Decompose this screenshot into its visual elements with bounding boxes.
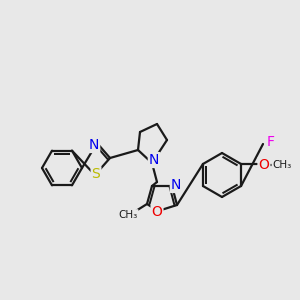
- Text: O: O: [152, 205, 162, 219]
- Text: CH₃: CH₃: [118, 210, 138, 220]
- Text: F: F: [267, 135, 275, 149]
- Text: CH₃: CH₃: [272, 160, 292, 170]
- Text: N: N: [89, 138, 99, 152]
- Text: S: S: [92, 167, 100, 181]
- Text: N: N: [149, 153, 159, 167]
- Text: O: O: [259, 158, 269, 172]
- Text: N: N: [171, 178, 181, 192]
